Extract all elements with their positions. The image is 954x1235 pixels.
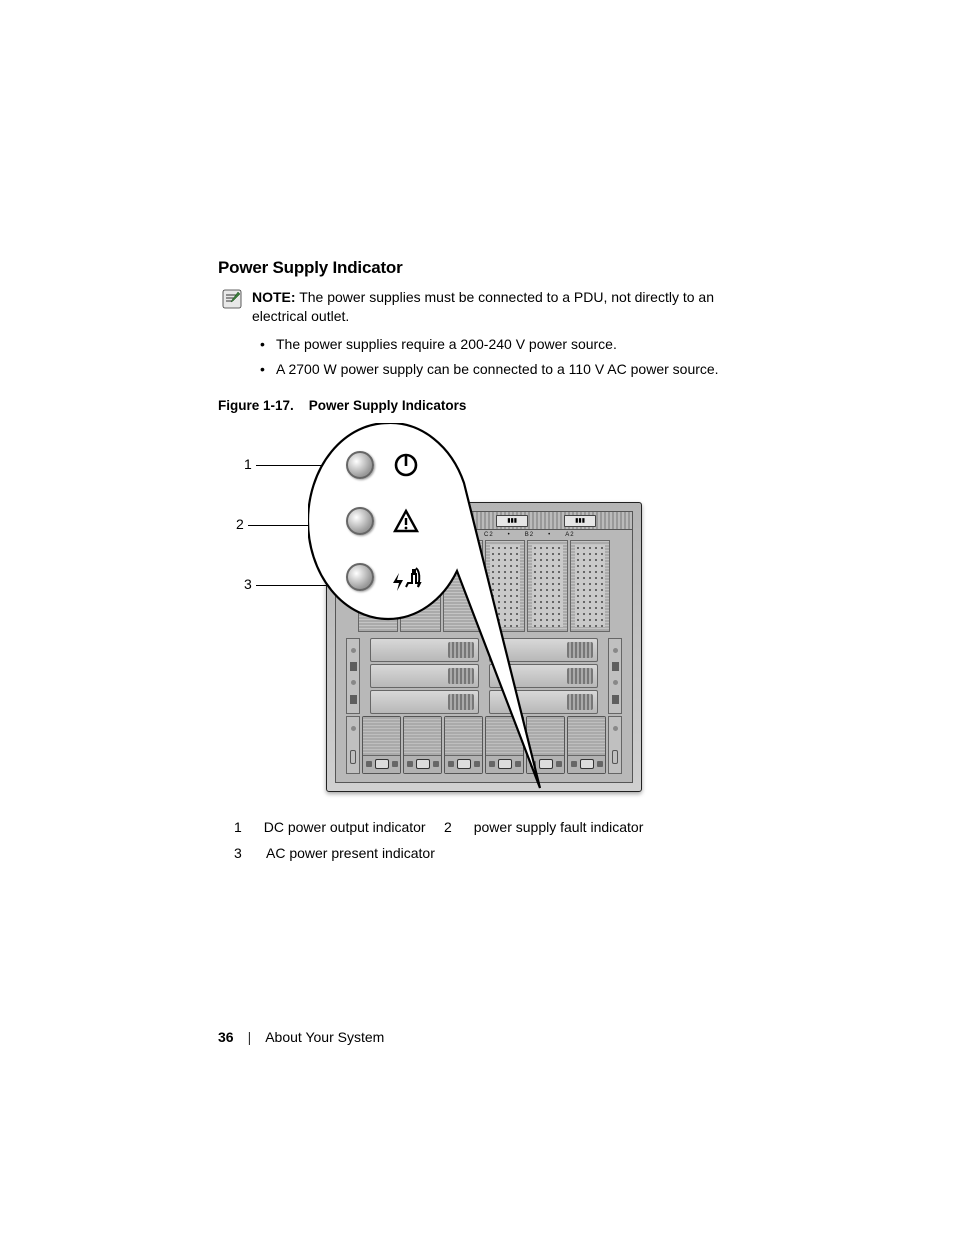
note-text: NOTE: The power supplies must be connect… [252, 288, 738, 326]
figure-legend: 1 DC power output indicator 2 power supp… [234, 819, 654, 861]
page-footer: 36 | About Your System [218, 1029, 384, 1045]
legend-text: power supply fault indicator [474, 819, 654, 835]
legend-row: 3 AC power present indicator [234, 845, 654, 861]
figure-diagram: 1 2 3 ▮▮▮ ▮▮▮ C2 • [232, 427, 642, 797]
bullet-item: A 2700 W power supply can be connected t… [276, 359, 738, 380]
content-area: Power Supply Indicator NOTE: The power s… [218, 258, 738, 871]
callout-number-1: 1 [244, 456, 252, 472]
section-heading: Power Supply Indicator [218, 258, 738, 278]
document-page: Power Supply Indicator NOTE: The power s… [0, 0, 954, 1235]
bullet-list: The power supplies require a 200-240 V p… [218, 334, 738, 380]
callout-number-2: 2 [236, 516, 244, 532]
indicator-dot [613, 648, 618, 653]
bullet-item: The power supplies require a 200-240 V p… [276, 334, 738, 355]
handle-icon [612, 750, 618, 764]
legend-row: 1 DC power output indicator 2 power supp… [234, 819, 654, 835]
pencil-note-icon [222, 289, 242, 309]
footer-section-name: About Your System [265, 1029, 384, 1045]
legend-number: 1 [234, 819, 264, 835]
ac-plug-icon [388, 563, 426, 595]
led-indicator-2 [346, 507, 374, 535]
figure-caption-prefix: Figure 1-17. [218, 398, 294, 413]
indicator-block [612, 662, 619, 671]
legend-number: 2 [444, 819, 474, 835]
footer-separator: | [248, 1029, 252, 1045]
figure-caption: Figure 1-17. Power Supply Indicators [218, 398, 738, 413]
indicator-block [612, 695, 619, 704]
legend-text: DC power output indicator [264, 819, 444, 835]
note-label: NOTE: [252, 289, 296, 305]
led-indicator-1 [346, 451, 374, 479]
led-indicator-3 [346, 563, 374, 591]
note-body: The power supplies must be connected to … [252, 289, 714, 324]
page-number: 36 [218, 1029, 234, 1045]
callout-number-3: 3 [244, 576, 252, 592]
figure-caption-title: Power Supply Indicators [309, 398, 467, 413]
indicator-dot [613, 680, 618, 685]
psu-side-strip [608, 716, 622, 774]
legend-number: 3 [234, 845, 266, 861]
legend-text: AC power present indicator [266, 845, 460, 861]
side-indicator-strip [608, 638, 622, 714]
indicator-dot [613, 726, 618, 731]
warning-triangle-icon [392, 507, 420, 535]
magnified-callout [308, 423, 466, 619]
ac-inlet-icon [580, 759, 594, 769]
note-block: NOTE: The power supplies must be connect… [218, 288, 738, 326]
power-circle-icon [392, 451, 420, 479]
